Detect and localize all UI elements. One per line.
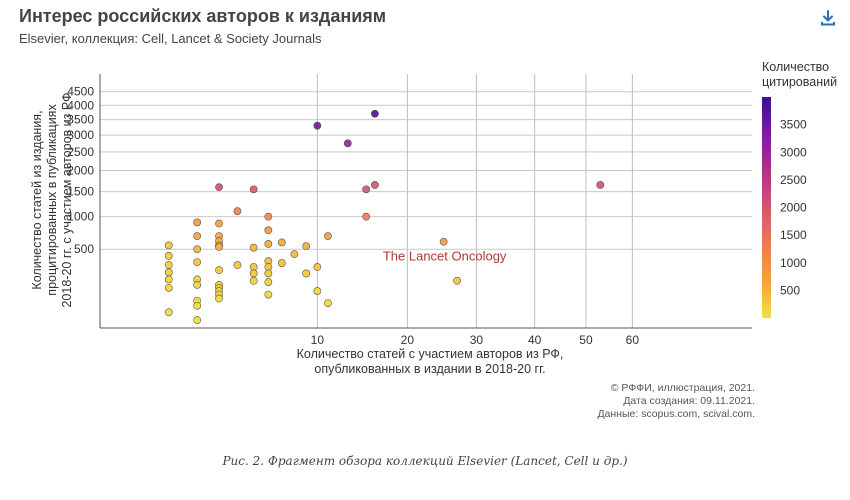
data-point xyxy=(313,263,322,271)
data-point xyxy=(453,276,462,285)
data-point xyxy=(215,294,223,303)
x-axis-label-line: опубликованных в издании в 2018-20 гг. xyxy=(314,362,546,376)
chart-title: Интерес российских авторов к изданиям xyxy=(19,6,387,26)
data-point xyxy=(193,316,202,325)
figure-caption: Рис. 2. Фрагмент обзора коллекций Elsevi… xyxy=(222,454,628,468)
legend-tick-label: 500 xyxy=(780,283,800,297)
data-point xyxy=(193,301,202,310)
data-point xyxy=(302,242,311,251)
credits-source: Данные: scopus.com, scival.com. xyxy=(597,408,755,420)
legend-title-line: Количество xyxy=(762,60,830,74)
credits-copyright: © РФФИ, иллюстрация, 2021. xyxy=(610,382,755,394)
y-axis-label-line: процитированных в публикациях xyxy=(45,104,59,296)
data-point xyxy=(343,139,352,148)
y-tick-label: 3000 xyxy=(67,128,94,142)
data-point xyxy=(164,268,173,277)
data-point xyxy=(193,245,202,254)
y-tick-label: 500 xyxy=(74,242,94,256)
chart-subtitle: Elsevier, коллекция: Cell, Lancet & Soci… xyxy=(19,31,322,46)
x-tick-label: 60 xyxy=(626,333,640,347)
legend-tick-label: 1500 xyxy=(780,228,807,242)
data-point xyxy=(371,181,379,189)
data-point xyxy=(193,280,202,289)
data-point xyxy=(164,283,173,292)
legend-tick-label: 2500 xyxy=(780,173,807,187)
data-point xyxy=(277,238,286,247)
data-point xyxy=(233,207,242,216)
x-tick-label: 40 xyxy=(528,333,542,347)
data-point xyxy=(193,258,202,267)
y-tick-label: 2000 xyxy=(67,163,94,177)
data-point xyxy=(324,299,332,307)
legend-title: Количество цитирований xyxy=(762,60,837,90)
y-axis-label-line: Количество статей из издания, xyxy=(30,110,44,290)
x-tick-label: 20 xyxy=(401,333,415,347)
y-axis-label-line: 2018-20 гг. с участием авторов из РФ xyxy=(60,92,74,308)
data-point xyxy=(290,250,299,259)
data-point xyxy=(264,226,273,235)
data-point xyxy=(264,240,273,248)
data-point xyxy=(164,308,173,317)
data-point xyxy=(277,259,286,267)
data-point xyxy=(249,185,258,194)
x-axis-label-line: Количество статей с участием авторов из … xyxy=(296,347,564,361)
legend-tick-label: 1000 xyxy=(780,256,807,270)
data-point xyxy=(596,181,605,189)
data-point xyxy=(302,269,311,278)
credits-date: Дата создания: 09.11.2021. xyxy=(623,395,755,407)
data-point xyxy=(215,266,223,275)
x-axis-label: Количество статей с участием авторов из … xyxy=(230,347,630,377)
data-point xyxy=(164,261,173,269)
data-point xyxy=(264,290,273,299)
data-point xyxy=(233,261,242,269)
x-tick-label: 50 xyxy=(579,333,593,347)
data-point xyxy=(164,241,173,250)
annotation-label: The Lancet Oncology xyxy=(383,249,507,264)
download-icon[interactable] xyxy=(820,9,836,27)
data-point xyxy=(264,263,273,271)
data-point xyxy=(249,269,258,278)
legend-title-line: цитирований xyxy=(762,75,838,89)
y-tick-label: 4000 xyxy=(67,98,94,112)
y-tick-label: 1000 xyxy=(67,210,94,224)
legend-color-bar xyxy=(762,97,771,318)
y-tick-label: 4500 xyxy=(67,85,94,99)
data-point xyxy=(313,287,322,295)
data-point xyxy=(264,278,273,286)
y-tick-label: 3500 xyxy=(67,113,94,127)
data-point xyxy=(193,218,202,227)
data-point xyxy=(439,237,448,246)
data-point xyxy=(249,276,258,285)
legend-tick-label: 2000 xyxy=(780,201,807,215)
data-point xyxy=(371,109,379,118)
x-tick-label: 30 xyxy=(470,333,484,347)
data-point xyxy=(193,232,202,241)
data-point xyxy=(215,219,223,228)
y-tick-label: 1500 xyxy=(67,185,94,199)
data-point xyxy=(313,121,322,130)
data-point xyxy=(215,243,223,251)
x-tick-label: 10 xyxy=(311,333,325,347)
data-point xyxy=(264,212,273,221)
data-point xyxy=(324,232,332,241)
data-point xyxy=(264,269,273,278)
data-point xyxy=(215,183,223,192)
y-tick-label: 2500 xyxy=(67,145,94,159)
data-point xyxy=(362,212,371,221)
data-point xyxy=(362,185,371,194)
data-point xyxy=(164,251,173,260)
legend-tick-label: 3500 xyxy=(780,118,807,132)
data-point xyxy=(249,243,258,252)
data-point xyxy=(249,263,258,271)
data-point xyxy=(164,275,173,284)
credits: © РФФИ, иллюстрация, 2021. Дата создания… xyxy=(597,382,755,421)
y-axis-label: Количество статей из издания, процитиров… xyxy=(30,75,78,325)
legend-tick-label: 3000 xyxy=(780,145,807,159)
